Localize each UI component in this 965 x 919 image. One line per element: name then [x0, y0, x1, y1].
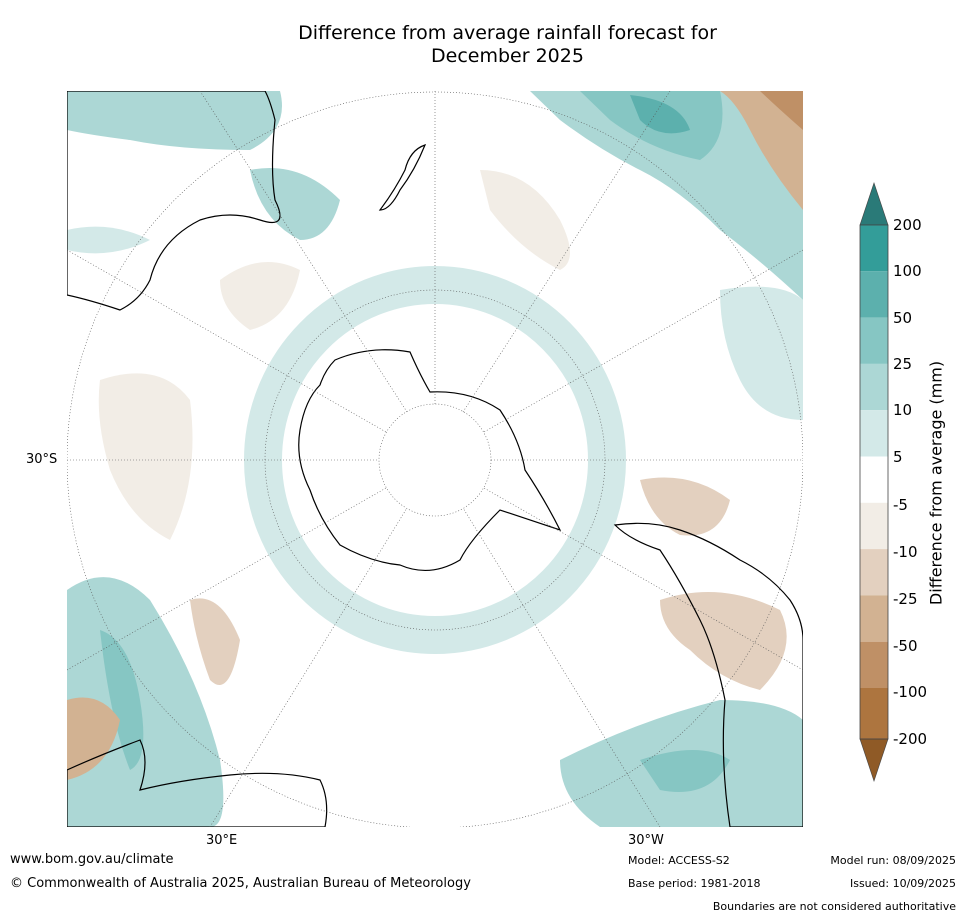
colorbar-tick: 100 [893, 262, 922, 280]
wet-region-nw [67, 91, 282, 150]
colorbar-label: Difference from average (mm) [926, 360, 946, 606]
colorbar-tick: 10 [893, 401, 913, 419]
lon-label-30e: 30°E [206, 833, 238, 848]
dry-region-s-america [660, 592, 787, 690]
australia-coastline [67, 91, 281, 311]
wet-region-ne [530, 91, 803, 300]
colorbar-tick: 200 [893, 216, 922, 234]
colorbar-tick: -100 [893, 683, 928, 701]
footer-model-run: Model run: 08/09/2025 [830, 854, 956, 867]
wet-region-sw-core [100, 630, 144, 770]
footer-website[interactable]: www.bom.gov.au/climate [10, 852, 174, 867]
colorbar-band-50-100 [860, 271, 888, 318]
colorbar-outline [859, 224, 889, 740]
colorbar-band-25-50 [860, 317, 888, 364]
colorbar-band-neg10-neg5 [860, 502, 888, 550]
dry-region-ne-core [760, 91, 803, 130]
footer-copyright: © Commonwealth of Australia 2025, Austra… [10, 876, 471, 891]
footer-model: Model: ACCESS-S2 [628, 854, 730, 867]
footer-issued: Issued: 10/09/2025 [849, 877, 956, 890]
rainfall-anomaly-fields [67, 91, 803, 827]
wet-region-w [67, 226, 150, 254]
lat-label-30s: 30°S [26, 452, 58, 467]
dry-region-n-pacific [480, 170, 570, 270]
colorbar-band-10-25 [860, 363, 888, 411]
dry-region-chile [640, 477, 730, 536]
africa-coastline [67, 739, 328, 827]
colorbar-band-neg50-neg25 [860, 595, 888, 642]
wet-region-ne-peak [630, 95, 690, 134]
colorbar-tick: 25 [893, 355, 913, 373]
colorbar-tick: -50 [893, 637, 918, 655]
footer-base-period: Base period: 1981-2018 [628, 877, 761, 890]
colorbar-band-5-10 [860, 410, 888, 457]
colorbar-tick: -5 [893, 496, 908, 514]
footer-disclaimer: Boundaries are not considered authoritat… [712, 900, 956, 913]
dry-region-ne [720, 91, 803, 210]
colorbar-tick: -200 [893, 730, 928, 748]
chart-title: Difference from average rainfall forecas… [0, 22, 965, 68]
colorbar [859, 182, 889, 782]
colorbar-tick: -10 [893, 543, 918, 561]
colorbar-band-neg5-5 [860, 456, 888, 503]
colorbar-extend-top [859, 182, 889, 226]
dry-region-w [98, 373, 193, 540]
colorbar-tick: -25 [893, 590, 918, 608]
colorbar-tick: 50 [893, 309, 913, 327]
title-line-2: December 2025 [431, 45, 584, 67]
colorbar-tick: 5 [893, 448, 903, 466]
wet-region-nz [250, 168, 340, 240]
dry-region-s-atlantic [190, 598, 240, 685]
colorbar-extend-bottom [859, 738, 889, 782]
south-america-coastline [613, 522, 803, 827]
colorbar-band-neg100-neg50 [860, 641, 888, 688]
colorbar-band-neg200-neg100 [860, 688, 888, 739]
wet-region-se-core [640, 750, 730, 792]
title-line-1: Difference from average rainfall forecas… [298, 22, 717, 44]
antarctica-coastline [298, 349, 562, 572]
wet-region-e [720, 286, 803, 420]
dry-region-tasman [220, 262, 300, 330]
colorbar-band-100-200 [860, 225, 888, 272]
dry-region-sw [67, 697, 120, 780]
new-zealand-coastline [378, 144, 427, 211]
lon-label-30w: 30°W [628, 833, 664, 848]
graticule [67, 91, 803, 827]
colorbar-band-neg25-neg10 [860, 549, 888, 596]
